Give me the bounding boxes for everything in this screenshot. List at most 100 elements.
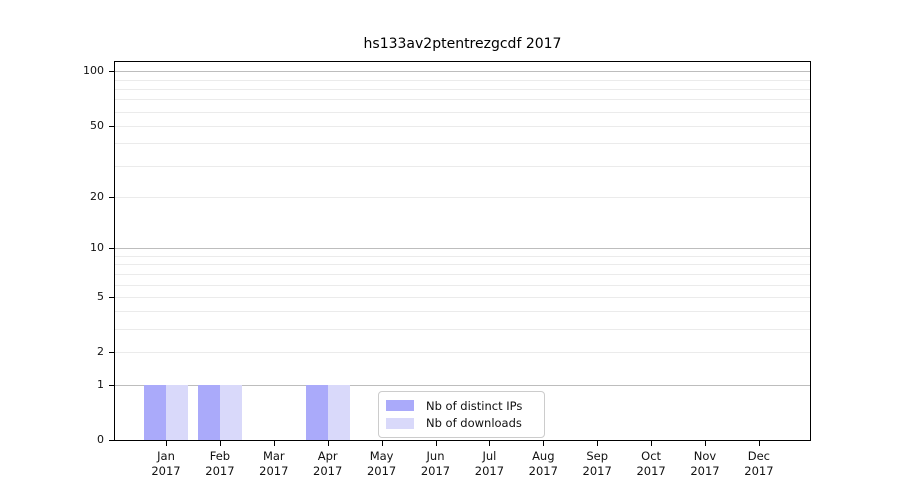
x-tick-label: Jul 2017 (461, 449, 517, 479)
gridline-minor (115, 264, 810, 266)
gridlines-layer (115, 62, 810, 440)
x-tick-label: Jan 2017 (138, 449, 194, 479)
y-tick (109, 296, 114, 298)
gridline-minor (115, 329, 810, 331)
x-tick-year: 2017 (582, 464, 612, 478)
x-tick-month: Jan (157, 449, 175, 463)
x-tick-month: Aug (532, 449, 555, 463)
y-tick (109, 125, 114, 127)
gridline-minor (115, 143, 810, 145)
x-tick (273, 441, 275, 446)
x-tick-year: 2017 (151, 464, 181, 478)
x-tick-label: Sep 2017 (569, 449, 625, 479)
x-tick-year: 2017 (313, 464, 343, 478)
x-tick-month: Nov (693, 449, 717, 463)
x-tick (705, 441, 706, 446)
x-tick (543, 441, 545, 446)
bar-apr-downloads (327, 384, 350, 440)
gridline-minor (115, 99, 810, 101)
x-tick-year: 2017 (366, 464, 397, 478)
gridline-minor (115, 284, 810, 286)
legend-swatch-distinct-ips (386, 400, 414, 412)
x-tick-label: Dec 2017 (731, 449, 787, 479)
x-tick (435, 441, 437, 446)
x-tick-month: Apr (317, 449, 338, 463)
gridline-major (115, 384, 810, 386)
legend-label-distinct-ips: Nb of distinct IPs (426, 398, 523, 413)
x-tick-year: 2017 (528, 464, 558, 478)
bar-jan-distinct-ips (144, 384, 166, 440)
y-tick-label: 5 (97, 289, 104, 303)
plot-area (114, 61, 811, 441)
x-tick-month: Jun (426, 449, 445, 463)
x-tick-label: Mar 2017 (246, 449, 302, 479)
bar-feb-distinct-ips (197, 384, 220, 440)
x-tick (381, 441, 383, 446)
x-tick-label: Feb 2017 (192, 449, 248, 479)
legend-label-downloads: Nb of downloads (426, 416, 522, 431)
y-tick (109, 248, 114, 250)
bar-apr-distinct-ips (305, 384, 328, 440)
gridline-minor (115, 296, 810, 298)
gridline-major (115, 248, 810, 250)
x-tick (489, 441, 491, 446)
x-tick-year: 2017 (690, 464, 720, 478)
gridline-minor (115, 352, 810, 354)
x-tick-month: Sep (586, 449, 609, 463)
legend-swatch-downloads (386, 417, 414, 429)
gridline-minor (115, 311, 810, 313)
x-tick-label: Apr 2017 (300, 449, 356, 479)
legend-item-distinct-ips: Nb of distinct IPs (386, 399, 536, 413)
x-tick-month: Oct (641, 449, 662, 463)
x-tick-year: 2017 (474, 464, 505, 478)
y-tick-label: 10 (90, 241, 104, 255)
y-tick-label: 50 (90, 118, 104, 132)
gridline-minor (115, 256, 810, 257)
y-tick-label: 0 (97, 433, 104, 446)
y-tick (109, 440, 114, 441)
x-tick-label: Oct 2017 (623, 449, 679, 479)
x-tick (166, 441, 167, 446)
x-tick (597, 441, 599, 446)
gridline-minor (115, 196, 810, 198)
x-tick (327, 441, 329, 446)
x-tick (651, 441, 653, 446)
y-tick-label: 1 (97, 377, 104, 391)
x-tick-year: 2017 (205, 464, 235, 478)
y-tick (109, 384, 114, 386)
y-tick-label: 20 (90, 189, 104, 203)
y-tick-label: 2 (97, 345, 104, 359)
x-tick-label: Jun 2017 (408, 449, 464, 479)
gridline-minor (115, 165, 810, 167)
x-tick-label: Aug 2017 (515, 449, 571, 479)
bars-layer (115, 62, 810, 440)
x-tick-year: 2017 (259, 464, 289, 478)
x-tick-month: Jul (482, 449, 497, 463)
gridline-minor (115, 273, 810, 275)
legend-item-downloads: Nb of downloads (386, 416, 536, 430)
x-tick-month: Feb (209, 449, 231, 463)
y-tick (109, 71, 114, 73)
legend: Nb of distinct IPs Nb of downloads (378, 391, 545, 438)
y-tick (109, 196, 114, 198)
gridline-minor (115, 88, 810, 90)
y-tick (109, 352, 114, 354)
x-tick (758, 441, 760, 446)
x-tick-label: May 2017 (354, 449, 410, 479)
gridline-minor (115, 111, 810, 113)
x-tick-month: Dec (747, 449, 771, 463)
bar-feb-downloads (219, 384, 242, 440)
x-tick-label: Nov 2017 (677, 449, 733, 479)
y-tick-label: 100 (83, 64, 104, 78)
x-tick-month: May (369, 449, 394, 463)
bar-jan-downloads (166, 384, 188, 440)
x-tick-year: 2017 (744, 464, 774, 478)
x-tick (219, 441, 221, 446)
gridline-minor (115, 125, 810, 127)
x-tick-month: Mar (262, 449, 285, 463)
x-tick-year: 2017 (420, 464, 451, 478)
chart-title: hs133av2ptentrezgcdf 2017 (363, 36, 562, 52)
gridline-major (115, 71, 810, 73)
gridline-minor (115, 79, 810, 81)
